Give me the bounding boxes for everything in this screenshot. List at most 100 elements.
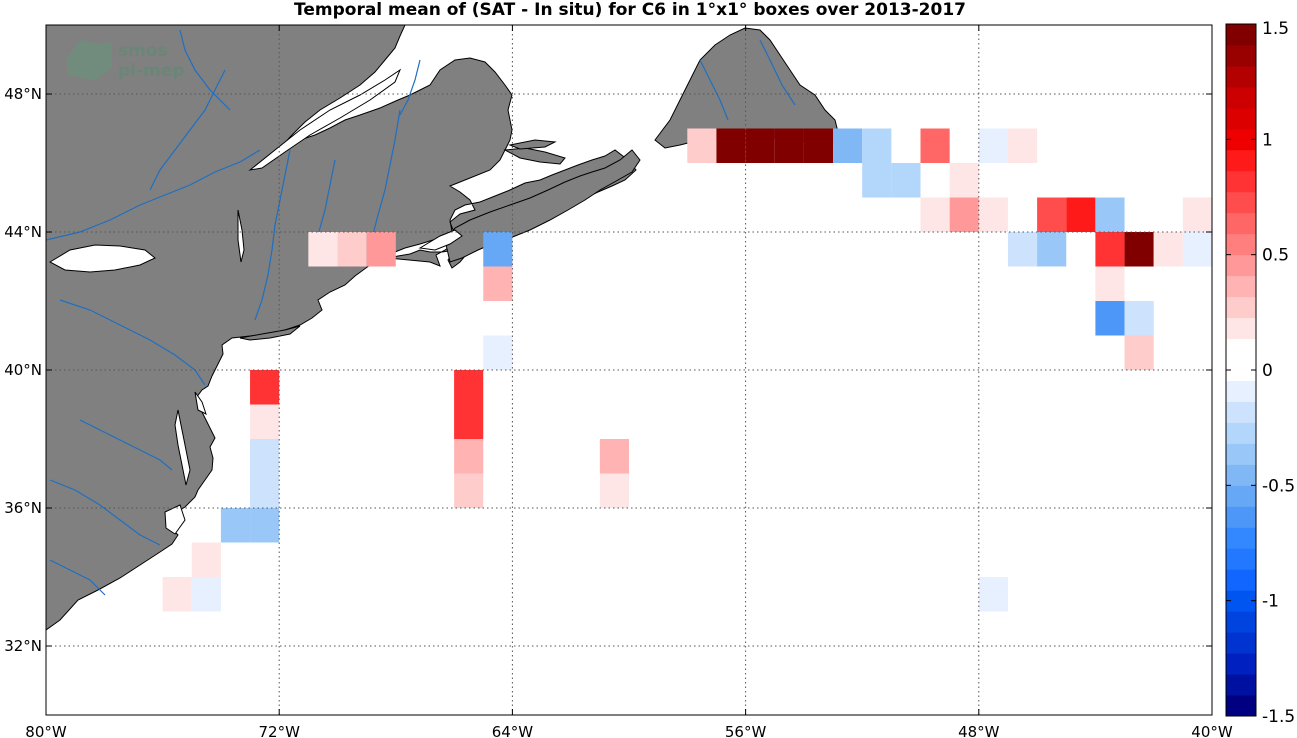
logo-line-2: pi-mep [118,61,184,81]
lat-tick-label: 44°N [4,223,42,241]
inland-waters [46,29,796,596]
logo-map-icon [67,40,112,80]
data-cell [1270,267,1297,302]
lat-tick-label: 48°N [4,85,42,103]
colorbar-segment [1226,401,1256,423]
colorbar-segment [1226,464,1256,486]
colorbar-segment [1226,317,1256,340]
rivers [46,29,796,596]
data-cell [891,163,921,198]
data-cell [191,542,221,577]
smos-pimep-logo: smos pi-mep [67,40,184,81]
data-cell [920,197,950,232]
colorbar-segment [1226,506,1256,528]
data-cell [949,163,979,198]
data-cell [803,128,834,163]
data-cell [454,404,484,439]
data-cell [1066,197,1096,232]
lon-tick-label: 56°W [725,723,767,738]
colorbar-tick-label: -1.5 [1262,707,1295,727]
lon-tick-label: 80°W [25,723,67,738]
data-cell [250,473,280,508]
lat-tick-label: 36°N [4,499,42,517]
colorbar-segment [1226,695,1256,717]
colorbar-segment [1226,674,1256,696]
data-cell [1124,335,1154,370]
colorbar [1225,23,1257,717]
data-cell [1037,197,1067,232]
data-cell [220,508,251,543]
data-cell [1153,232,1183,267]
data-cell [978,197,1008,232]
lat-tick-label: 32°N [4,637,42,655]
colorbar-segment [1226,611,1256,633]
colorbar-segment [1226,275,1256,298]
data-cell [454,473,484,508]
data-cell [366,232,396,267]
colorbar-segment [1226,296,1256,319]
data-cell [1124,232,1154,267]
colorbar-segment [1226,653,1256,675]
data-cell [454,370,484,405]
data-cell [1095,232,1125,267]
colorbar-segment [1226,254,1256,277]
map-title: Temporal mean of (SAT - In situ) for C6 … [294,0,966,20]
data-cell [483,232,513,267]
colorbar-segment [1226,24,1256,46]
colorbar-segment [1226,128,1256,151]
bay-of-fundy [418,229,463,251]
data-cell [978,577,1008,612]
latitude-axis: 32°N 36°N 40°N 44°N 48°N [4,85,1212,655]
colorbar-segment [1226,65,1256,88]
colorbar-segment [1226,170,1256,193]
colorbar-segment [1226,338,1256,361]
colorbar-tick-label: 1.5 [1262,19,1289,39]
colorbar-tick-label: 0 [1262,361,1273,381]
data-cell [1037,232,1067,267]
data-cell [833,128,863,163]
data-cells [162,128,1297,612]
lat-tick-label: 40°N [4,361,42,379]
colorbar-segment [1226,527,1256,549]
data-cell [191,577,221,612]
colorbar-segment [1226,359,1256,381]
colorbar-segment [1226,380,1256,402]
data-cell [250,404,280,439]
long-island [239,325,301,341]
data-cell [599,473,629,508]
data-cell [862,128,892,163]
lon-tick-label: 72°W [258,723,300,738]
data-cell [1182,232,1212,267]
colorbar-segment [1226,86,1256,109]
pamlico-sound [164,504,186,535]
colorbar-segment [1226,632,1256,654]
data-cell [774,128,804,163]
longitude-axis: 80°W 72°W 64°W 56°W 48°W 40°W [25,25,1233,738]
data-cell [308,232,338,267]
anticosti-island [508,139,557,150]
data-cell [920,128,950,163]
colorbar-tick-label: -1 [1262,592,1279,612]
colorbar-ticks: 1.5 1 0.5 0 -0.5 -1 -1.5 [1226,19,1295,727]
lake-champlain [237,209,245,263]
colorbar-segment [1226,44,1256,67]
data-cell [745,128,775,163]
lon-tick-label: 40°W [1191,723,1233,738]
lake-ontario [48,244,156,273]
data-cell [1124,301,1154,336]
lon-tick-label: 64°W [492,723,534,738]
data-cell [1182,197,1212,232]
data-cell [862,163,892,198]
colorbar-segment [1226,212,1256,235]
data-cell [162,577,192,612]
colorbar-segment [1226,233,1256,256]
colorbar-tick-label: -0.5 [1262,476,1295,496]
data-cell [454,439,484,474]
data-cell [716,128,746,163]
colorbar-segment [1226,422,1256,444]
colorbar-segment [1226,548,1256,570]
st-lawrence-estuary [248,68,402,171]
data-cell [978,128,1008,163]
data-cell [1007,128,1038,163]
